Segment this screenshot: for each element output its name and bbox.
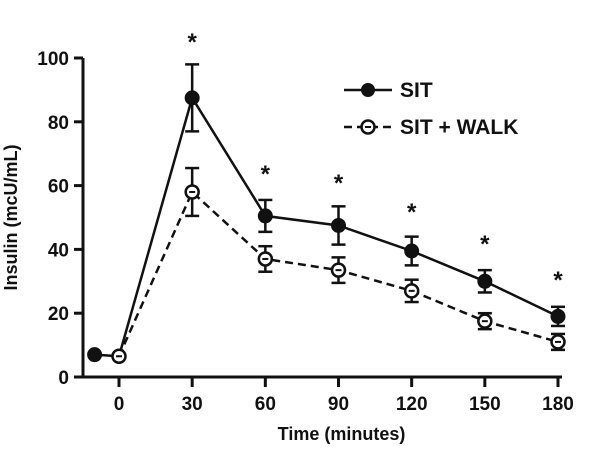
legend: SIT SIT + WALK	[344, 79, 518, 139]
data-point	[477, 273, 493, 289]
x-tick-label: 0	[114, 394, 125, 415]
significance-marker: *	[187, 29, 197, 56]
x-tick-label: 150	[469, 394, 501, 415]
y-tick-label: 20	[48, 304, 69, 325]
x-tick-label: 60	[255, 394, 276, 415]
data-point	[257, 208, 273, 224]
y-tick-label: 60	[48, 177, 69, 198]
data-point	[550, 308, 566, 324]
significance-marker: *	[553, 267, 563, 294]
significance-marker: *	[334, 170, 344, 197]
series-sit-walk	[111, 166, 566, 365]
x-tick-label: 30	[182, 394, 203, 415]
data-point	[184, 90, 200, 106]
x-tick-label: 120	[396, 394, 428, 415]
significance-marker: *	[261, 161, 271, 188]
data-point	[331, 217, 346, 233]
x-axis-title: Time (minutes)	[278, 424, 406, 444]
axes	[81, 58, 562, 379]
y-tick-label: 40	[48, 240, 69, 261]
data-point	[404, 243, 420, 259]
legend-label: SIT	[400, 79, 433, 102]
significance-marker: *	[480, 231, 490, 258]
x-tick-label: 180	[542, 394, 574, 415]
series-line	[94, 94, 559, 358]
x-tick-label: 90	[328, 394, 349, 415]
series-sit	[87, 63, 566, 364]
data-point	[87, 347, 103, 363]
y-tick-label: 80	[48, 113, 69, 134]
y-tick-label: 0	[58, 368, 69, 389]
y-tick-label: 100	[37, 49, 69, 70]
significance-marker: *	[407, 199, 417, 226]
legend-label: SIT + WALK	[400, 116, 518, 139]
legend-marker	[361, 83, 375, 97]
y-axis-title: Insulin (mcU/mL)	[1, 144, 21, 290]
